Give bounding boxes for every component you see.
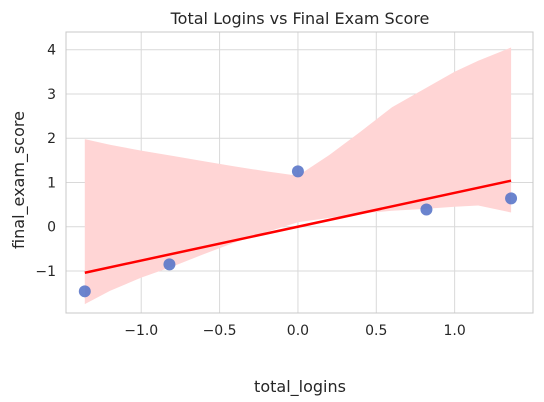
data-point	[505, 192, 518, 205]
x-tick-labels: −1.0 −0.5 0.0 0.5 1.0	[124, 323, 466, 339]
chart-title: Total Logins vs Final Exam Score	[170, 9, 430, 28]
x-tick-label: 0.5	[365, 323, 387, 339]
data-points	[78, 165, 518, 298]
plot-frame	[65, 31, 534, 314]
y-tick-labels: −1 0 1 2 3 4	[35, 43, 56, 280]
x-tick-label: −1.0	[124, 323, 158, 339]
data-point	[78, 285, 91, 298]
y-tick-label: 0	[47, 220, 56, 236]
y-tick-label: 1	[47, 175, 56, 191]
x-tick-label: 0.0	[287, 323, 309, 339]
y-tick-label: 2	[47, 131, 56, 147]
x-axis-label: total_logins	[254, 377, 346, 397]
y-tick-label: −1	[35, 264, 56, 280]
y-tick-label: 3	[47, 87, 56, 103]
y-axis-label: final_exam_score	[9, 111, 29, 249]
x-tick-label: 1.0	[444, 323, 466, 339]
regression-line-layer	[84, 179, 512, 274]
regression-line	[84, 179, 512, 274]
data-point	[420, 203, 433, 216]
y-tick-label: 4	[47, 43, 56, 59]
data-point	[291, 165, 304, 178]
data-point	[163, 258, 176, 271]
x-tick-label: −0.5	[203, 323, 237, 339]
